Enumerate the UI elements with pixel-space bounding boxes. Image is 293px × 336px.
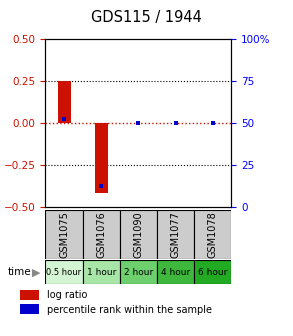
Bar (157, 260, 194, 284)
Bar (83, 210, 120, 259)
Text: GDS115 / 1944: GDS115 / 1944 (91, 10, 202, 25)
Text: 6 hour: 6 hour (198, 268, 228, 277)
Text: GSM1077: GSM1077 (171, 211, 181, 258)
Text: GSM1076: GSM1076 (96, 211, 106, 258)
Bar (194, 210, 231, 259)
Text: 0.5 hour: 0.5 hour (47, 268, 81, 277)
Text: 1 hour: 1 hour (86, 268, 116, 277)
Text: ▶: ▶ (32, 267, 41, 277)
Bar (120, 260, 157, 284)
Bar (120, 210, 157, 259)
Bar (20, 290, 39, 300)
Text: GSM1075: GSM1075 (59, 211, 69, 258)
Bar (194, 260, 231, 284)
Text: time: time (7, 267, 31, 277)
Bar (95, 123, 108, 193)
Text: percentile rank within the sample: percentile rank within the sample (47, 304, 212, 314)
Bar (45, 260, 83, 284)
Bar (20, 304, 39, 314)
Text: GSM1078: GSM1078 (208, 211, 218, 258)
Text: 4 hour: 4 hour (161, 268, 190, 277)
Text: 2 hour: 2 hour (124, 268, 153, 277)
Bar (83, 260, 120, 284)
Text: GSM1090: GSM1090 (133, 211, 144, 258)
Bar (45, 210, 83, 259)
Bar (57, 81, 71, 123)
Bar (157, 210, 194, 259)
Text: log ratio: log ratio (47, 290, 87, 300)
